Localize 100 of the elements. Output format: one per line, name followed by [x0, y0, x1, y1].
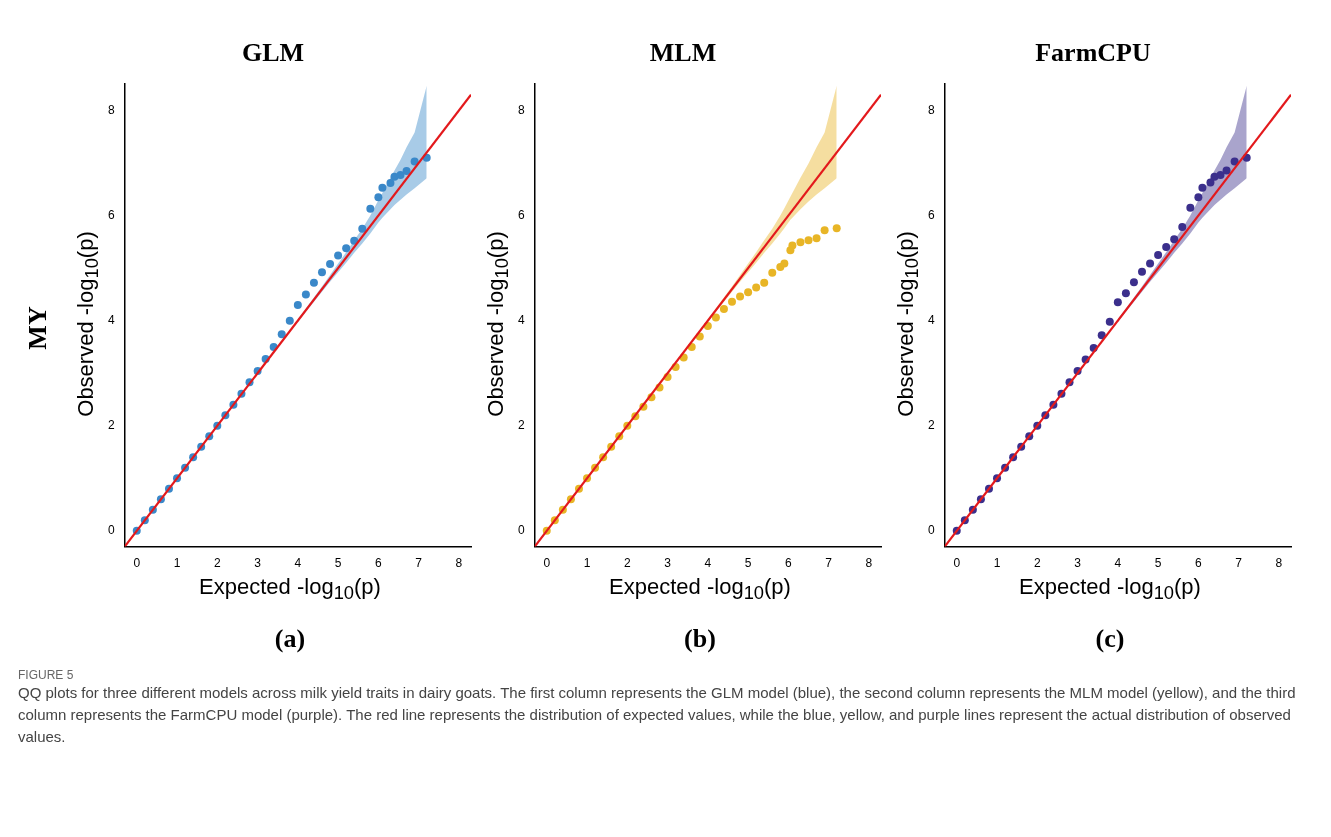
point [326, 259, 335, 268]
x-tick-label: 3 [1074, 556, 1082, 571]
point [342, 244, 351, 253]
x-tick-label: 4 [1114, 556, 1122, 571]
point [744, 288, 753, 297]
x-tick-label: 8 [1275, 556, 1283, 571]
point [378, 183, 387, 192]
x-tick-label: 0 [543, 556, 551, 571]
point [402, 166, 411, 175]
point [350, 236, 359, 245]
chart-title: MLM [649, 38, 717, 69]
x-tick-label: 5 [334, 556, 342, 571]
y-tick-label: 8 [927, 102, 935, 117]
y-tick-label: 0 [107, 523, 115, 538]
y-tick-label: 6 [927, 207, 935, 222]
point [1186, 203, 1195, 212]
caption: FIGURE 5 [18, 668, 75, 682]
point [1170, 235, 1179, 244]
text: (b) [684, 624, 716, 654]
point [396, 171, 405, 180]
x-tick-label: 7 [825, 556, 833, 571]
chart-title: GLM [241, 38, 305, 69]
x-tick-label: 8 [455, 556, 463, 571]
point [719, 305, 728, 314]
y-tick-label: 8 [517, 102, 525, 117]
x-tick-label: 0 [953, 556, 961, 571]
point [1222, 166, 1231, 175]
y-tick-label: 6 [517, 207, 525, 222]
point [334, 251, 343, 260]
point [390, 172, 399, 181]
point [1210, 172, 1219, 181]
point [804, 236, 813, 245]
point [832, 224, 841, 233]
point [780, 259, 789, 268]
x-tick-label: 3 [254, 556, 262, 571]
x-tick-label: 1 [583, 556, 591, 571]
y-tick-label: 2 [517, 418, 525, 433]
point [386, 178, 395, 187]
point [309, 278, 318, 287]
y-tick-label: 2 [927, 418, 935, 433]
y-tick-label: 6 [107, 207, 115, 222]
x-tick-label: 1 [993, 556, 1001, 571]
text: MY [23, 306, 53, 350]
x-axis-title: Expected -log$_{10}$(p) [199, 574, 381, 606]
point [1162, 243, 1171, 252]
point [768, 268, 777, 277]
point [812, 234, 821, 243]
point [820, 226, 829, 235]
y-tick-label: 0 [517, 523, 525, 538]
text: (c) [1095, 624, 1125, 654]
point [1138, 267, 1146, 276]
y-tick-label: 2 [107, 418, 115, 433]
x-tick-label: 8 [865, 556, 873, 571]
point [1129, 278, 1138, 287]
point [752, 283, 761, 292]
point [788, 241, 797, 250]
point [760, 278, 769, 287]
point [1154, 250, 1163, 259]
text: (a) [274, 624, 306, 654]
text: QQ plots for three different models across milk yield traits in dairy goats. The first column represents the GLM model (blue), the second column represents the MLM model (yellow), and the third column represents the FarmCPU model (purple). The red line represents the distribution of expected values, while the blue, yellow, and purple lines represent the actual distribution of observed values. [18, 683, 1297, 747]
chart-title: FarmCPU [1035, 38, 1151, 69]
point [1198, 183, 1207, 192]
x-tick-label: 4 [294, 556, 302, 571]
x-tick-label: 6 [1195, 556, 1203, 571]
y-tick-label: 8 [107, 102, 115, 117]
point [366, 204, 375, 213]
x-tick-label: 2 [623, 556, 631, 571]
x-tick-label: 2 [1033, 556, 1041, 571]
point [736, 292, 745, 301]
point [1206, 178, 1215, 187]
point [293, 300, 302, 309]
y-tick-label: 4 [517, 312, 525, 327]
x-tick-label: 5 [1154, 556, 1162, 571]
x-tick-label: 0 [133, 556, 141, 571]
x-tick-label: 5 [744, 556, 752, 571]
y-tick-label: 4 [927, 312, 935, 327]
point [277, 330, 286, 339]
point [711, 313, 720, 322]
point [1105, 317, 1114, 326]
point [1216, 171, 1225, 180]
x-tick-label: 7 [1235, 556, 1243, 571]
point [410, 157, 419, 166]
point [1113, 298, 1122, 307]
point [1121, 289, 1130, 298]
x-tick-label: 3 [664, 556, 672, 571]
point [1146, 259, 1155, 268]
x-tick-label: 6 [785, 556, 793, 571]
point [1194, 193, 1203, 202]
x-axis-title: Expected -log$_{10}$(p) [1019, 574, 1201, 606]
point [374, 193, 383, 202]
point [318, 268, 326, 277]
point [1230, 157, 1239, 166]
y-tick-label: 4 [107, 312, 115, 327]
point [728, 297, 736, 306]
x-axis-title: Expected -log$_{10}$(p) [609, 574, 791, 606]
x-tick-label: 7 [415, 556, 423, 571]
point [358, 224, 367, 233]
x-tick-label: 1 [173, 556, 181, 571]
x-tick-label: 2 [213, 556, 221, 571]
y-tick-label: 0 [927, 523, 935, 538]
